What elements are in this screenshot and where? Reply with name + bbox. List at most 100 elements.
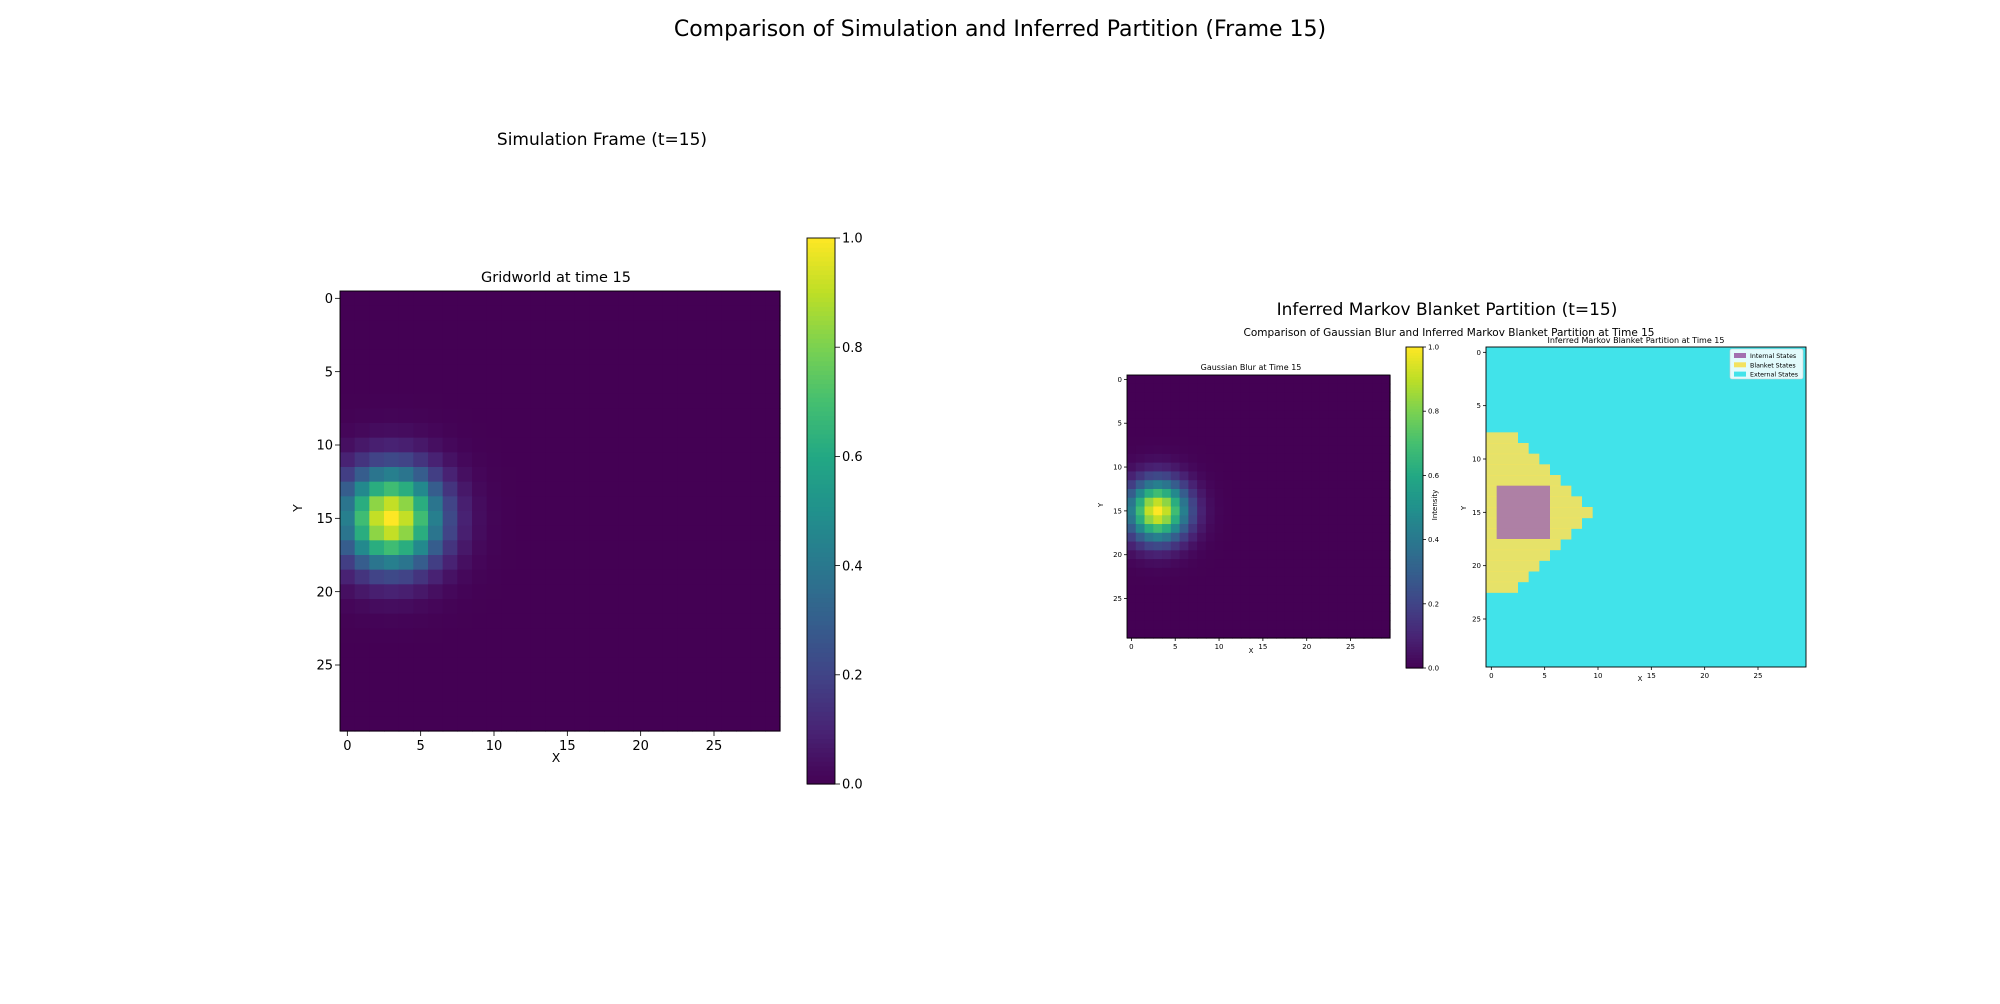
heatmap-cell [340, 423, 356, 439]
heatmap-cell [1372, 383, 1382, 394]
heatmap-cell [516, 467, 532, 483]
colorbar-segment [807, 511, 835, 517]
heatmap-cell [1311, 497, 1321, 508]
heatmap-cell [589, 452, 605, 468]
heatmap-cell [1135, 620, 1146, 630]
heatmap-cell [1127, 559, 1137, 569]
heatmap-cell [677, 628, 693, 644]
heatmap-cell [1311, 602, 1321, 613]
heatmap-cell [472, 320, 488, 336]
heatmap-cell [442, 687, 458, 703]
heatmap-cell [1363, 392, 1374, 402]
heatmap-cell [369, 628, 385, 644]
colorbar-segment [807, 693, 835, 699]
heatmap-cell [442, 628, 458, 644]
heatmap-cell [721, 291, 737, 307]
heatmap-cell [1249, 550, 1260, 560]
heatmap-cell [1363, 480, 1374, 490]
heatmap-cell [1179, 462, 1189, 473]
heatmap-cell [1363, 410, 1374, 420]
heatmap-cell [1205, 410, 1216, 420]
heatmap-cell [413, 687, 429, 703]
heatmap-cell [1135, 559, 1146, 569]
heatmap-cell [1153, 401, 1163, 411]
heatmap-cell [1381, 567, 1391, 578]
heatmap-cell [384, 467, 400, 483]
heatmap-cell [604, 496, 620, 512]
heatmap-cell [677, 423, 693, 439]
heatmap-cell [530, 672, 546, 688]
heatmap-cell [1188, 480, 1198, 490]
colorbar-segment [1406, 515, 1423, 519]
heatmap-cell [1293, 576, 1303, 586]
heatmap-cell [545, 349, 561, 365]
heatmap-cell [750, 335, 766, 351]
heatmap-cell [692, 349, 708, 365]
heatmap-cell [1249, 524, 1260, 534]
heatmap-cell [1188, 567, 1198, 578]
heatmap-cell [1170, 629, 1181, 639]
heatmap-cell [1372, 497, 1382, 508]
heatmap-cell [1144, 524, 1154, 534]
heatmap-cell [706, 657, 722, 673]
heatmap-cell [1188, 550, 1198, 560]
heatmap-cell [1258, 620, 1268, 630]
colorbar-segment [1406, 462, 1423, 466]
heatmap-cell [618, 496, 634, 512]
heatmap-cell [1346, 585, 1356, 595]
heatmap-cell [1293, 594, 1303, 604]
colorbar-segment [807, 520, 835, 526]
heatmap-cell [398, 481, 414, 497]
heatmap-cell [750, 716, 766, 732]
heatmap-cell [1354, 480, 1365, 490]
colorbar-segment [1406, 419, 1423, 423]
heatmap-cell [633, 423, 649, 439]
heatmap-cell [1293, 506, 1303, 516]
heatmap-cell [1258, 401, 1268, 411]
heatmap-cell [1267, 585, 1277, 595]
colorbar-segment [807, 538, 835, 544]
heatmap-cell [354, 628, 370, 644]
heatmap-cell [428, 511, 444, 527]
heatmap-cell [1179, 602, 1189, 613]
heatmap-cell [1153, 611, 1163, 622]
heatmap-cell [1319, 515, 1330, 525]
heatmap-cell [340, 599, 356, 615]
heatmap-cell [340, 643, 356, 659]
heatmap-cell [1293, 453, 1303, 464]
heatmap-cell [1153, 559, 1163, 569]
heatmap-cell [1311, 488, 1321, 499]
heatmap-cell [692, 291, 708, 307]
heatmap-cell [384, 335, 400, 351]
heatmap-cell [1205, 550, 1216, 560]
heatmap-cell [1302, 375, 1312, 385]
heatmap-cell [472, 496, 488, 512]
heatmap-cell [574, 335, 590, 351]
heatmap-cell [472, 379, 488, 395]
heatmap-cell [589, 335, 605, 351]
heatmap-cell [1372, 524, 1382, 534]
heatmap-cell [1284, 401, 1295, 411]
heatmap-cell [369, 408, 385, 424]
heatmap-cell [1258, 515, 1268, 525]
colorbar-segment [807, 611, 835, 617]
colorbar-segment [807, 747, 835, 753]
heatmap-cell [1162, 488, 1172, 499]
colorbar-segment [1406, 625, 1423, 629]
heatmap-cell [736, 423, 752, 439]
heatmap-cell [1258, 418, 1268, 429]
heatmap-cell [1249, 436, 1260, 446]
heatmap-cell [1284, 497, 1295, 508]
heatmap-cell [1284, 576, 1295, 586]
heatmap-cell [530, 393, 546, 409]
colorbar-segment [1406, 646, 1423, 650]
colorbar-segment [1406, 633, 1423, 637]
heatmap-cell [516, 437, 532, 453]
heatmap-cell [1188, 375, 1198, 385]
heatmap-cell [1354, 383, 1365, 394]
heatmap-cell [604, 525, 620, 541]
heatmap-cell [1293, 427, 1303, 437]
colorbar-segment [1406, 504, 1423, 509]
heatmap-cell [1214, 488, 1225, 499]
heatmap-cell [369, 467, 385, 483]
